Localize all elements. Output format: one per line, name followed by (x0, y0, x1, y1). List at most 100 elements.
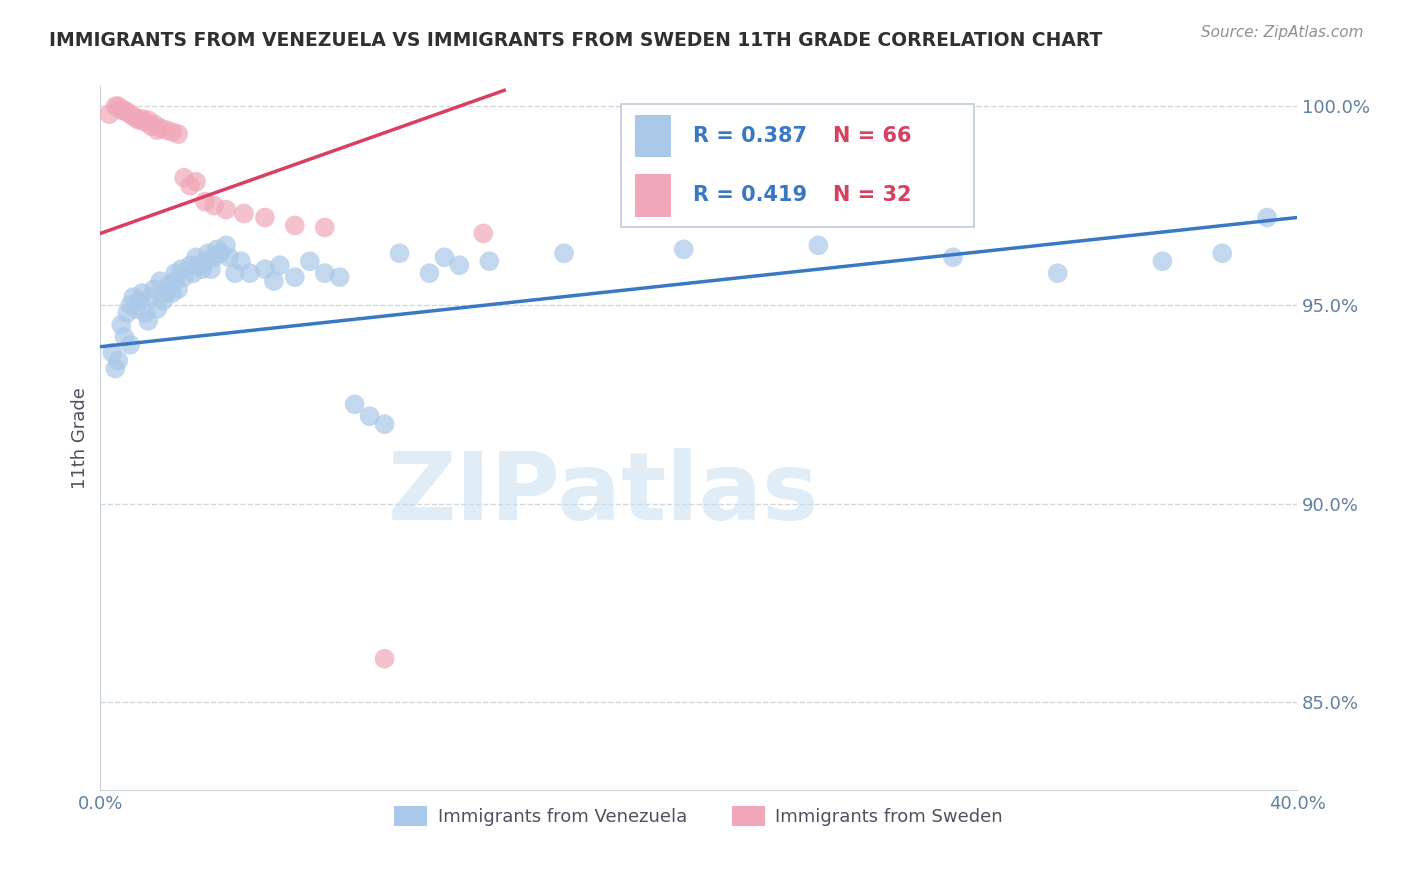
Text: N = 32: N = 32 (832, 186, 911, 205)
Point (101, 345, 124, 359)
Text: IMMIGRANTS FROM VENEZUELA VS IMMIGRANTS FROM SWEDEN 11TH GRADE CORRELATION CHART: IMMIGRANTS FROM VENEZUELA VS IMMIGRANTS … (49, 31, 1102, 50)
Point (170, 262, 193, 277)
Point (160, 286, 183, 301)
Legend: Immigrants from Venezuela, Immigrants from Sweden: Immigrants from Venezuela, Immigrants fr… (387, 798, 1011, 834)
Point (200, 262, 222, 277)
Point (149, 274, 172, 288)
Point (125, 111, 148, 125)
Point (188, 258, 211, 272)
Point (122, 109, 145, 123)
Point (215, 238, 238, 252)
Point (218, 250, 240, 264)
Point (131, 286, 153, 301)
Point (131, 112, 153, 126)
Point (143, 282, 166, 296)
Point (165, 266, 187, 280)
Point (134, 306, 156, 320)
Text: ZIPatlas: ZIPatlas (387, 449, 818, 541)
Point (107, 353, 129, 368)
Point (136, 314, 159, 328)
Point (197, 246, 219, 260)
Text: N = 66: N = 66 (832, 126, 911, 145)
Point (269, 258, 291, 272)
Point (202, 250, 225, 264)
Text: R = 0.387: R = 0.387 (693, 126, 807, 145)
Point (233, 206, 256, 220)
Point (298, 254, 321, 268)
Point (165, 274, 187, 288)
Point (374, 417, 396, 432)
Point (117, 306, 139, 320)
Point (449, 258, 471, 272)
Point (478, 254, 501, 268)
Point (179, 258, 201, 272)
Text: R = 0.419: R = 0.419 (693, 186, 807, 205)
Point (104, 99, 127, 113)
Point (388, 246, 411, 260)
FancyBboxPatch shape (636, 174, 671, 217)
Point (157, 278, 180, 293)
Point (143, 117, 166, 131)
Point (173, 170, 195, 185)
Point (112, 103, 135, 118)
Point (807, 238, 830, 252)
FancyBboxPatch shape (636, 114, 671, 157)
Point (120, 298, 142, 312)
Point (253, 211, 276, 225)
Point (125, 301, 148, 316)
Point (141, 290, 163, 304)
Point (173, 270, 195, 285)
Point (128, 293, 150, 308)
Point (942, 250, 965, 264)
Point (184, 250, 207, 264)
Point (104, 361, 127, 376)
Point (146, 301, 169, 316)
Point (167, 282, 190, 296)
Point (314, 220, 336, 235)
Point (136, 113, 159, 128)
Point (329, 270, 352, 285)
Point (1256, 211, 1278, 225)
Point (184, 175, 207, 189)
Point (146, 123, 169, 137)
Point (98, 107, 121, 121)
Point (202, 199, 225, 213)
Point (253, 262, 276, 277)
Point (208, 246, 231, 260)
Point (553, 246, 575, 260)
Point (122, 290, 145, 304)
Point (181, 266, 204, 280)
Point (224, 266, 246, 280)
Point (110, 318, 132, 332)
Point (215, 202, 238, 217)
Point (167, 127, 190, 141)
Y-axis label: 11th Grade: 11th Grade (72, 387, 89, 489)
Point (672, 243, 695, 257)
Point (1152, 254, 1174, 268)
Point (239, 266, 262, 280)
Point (112, 330, 135, 344)
Point (155, 286, 177, 301)
Point (374, 652, 396, 666)
Point (107, 99, 129, 113)
Point (263, 274, 285, 288)
Point (205, 243, 228, 257)
Point (433, 250, 456, 264)
Point (191, 262, 214, 277)
Point (120, 107, 142, 121)
Point (120, 337, 142, 351)
Point (472, 227, 495, 241)
Point (134, 115, 156, 129)
Point (128, 113, 150, 128)
Point (179, 178, 201, 193)
Text: Source: ZipAtlas.com: Source: ZipAtlas.com (1201, 25, 1364, 40)
Point (141, 119, 163, 133)
Point (149, 121, 172, 136)
Point (117, 105, 139, 120)
Point (1211, 246, 1233, 260)
Point (110, 103, 132, 118)
Point (194, 194, 217, 209)
Point (343, 397, 366, 411)
Point (152, 293, 174, 308)
Point (314, 266, 336, 280)
